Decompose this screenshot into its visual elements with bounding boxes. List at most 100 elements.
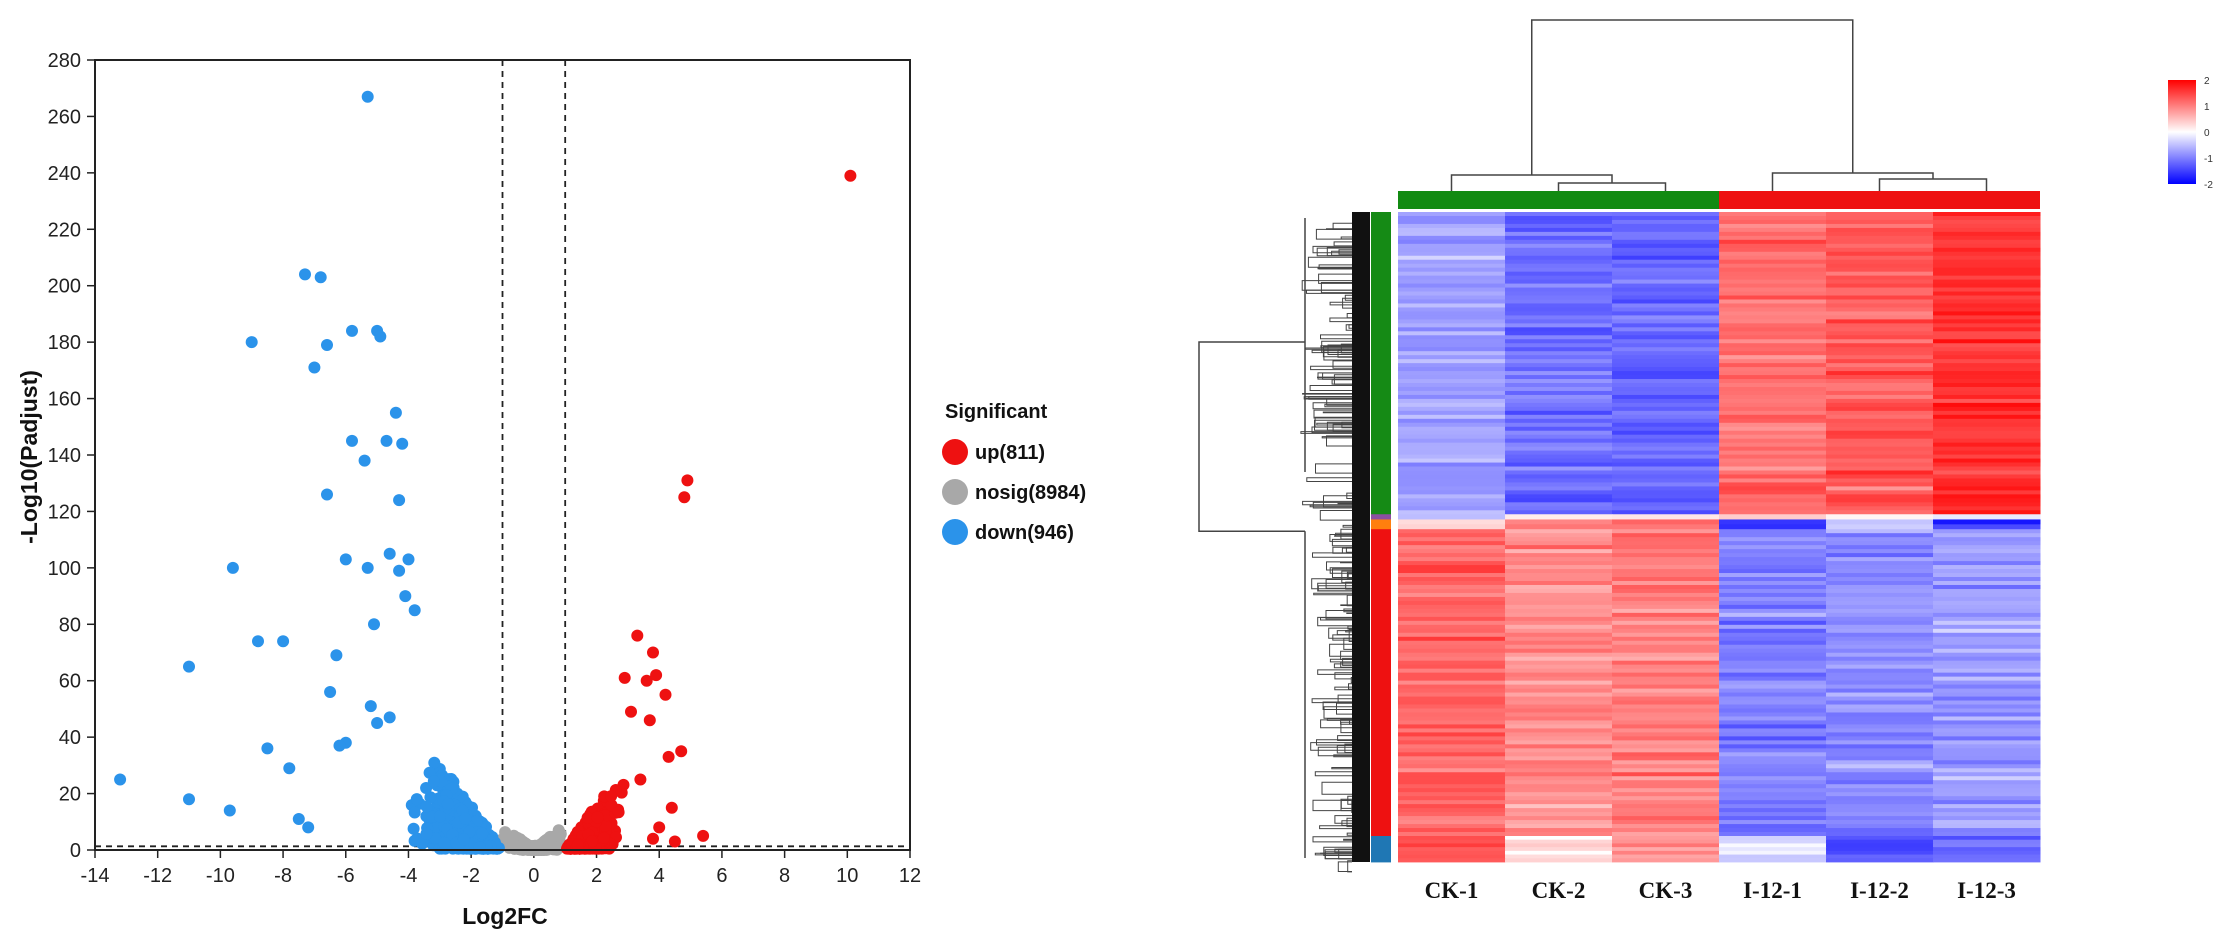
down-point: [368, 618, 380, 631]
heatmap-cell: [1719, 812, 1827, 817]
heatmap-cell: [1505, 704, 1613, 709]
heatmap-cell: [1505, 494, 1613, 499]
nosig-point: [529, 840, 542, 853]
heatmap-cell: [1398, 768, 1506, 773]
heatmap-cell: [1933, 656, 2041, 662]
heatmap-cell: [1398, 788, 1506, 793]
row-dendro-root: [1198, 341, 1305, 532]
heatmap-cell: [1398, 529, 1506, 534]
row-dendro-branch: [1342, 657, 1352, 666]
x-tick-label: -12: [143, 865, 172, 887]
heatmap-cell: [1826, 764, 1934, 769]
heatmap-cell: [1398, 367, 1506, 372]
up-point: [643, 714, 656, 727]
row-dendro-branch: [1348, 629, 1352, 642]
heatmap-cell: [1505, 470, 1613, 475]
row-dendro-branch: [1350, 677, 1352, 684]
heatmap-cell: [1933, 752, 2041, 757]
row-dendro-branch: [1334, 672, 1352, 680]
heatmap-cell: [1826, 553, 1934, 558]
heatmap-cell: [1612, 347, 1720, 352]
heatmap-cell: [1505, 616, 1613, 622]
heatmap-cell: [1398, 660, 1506, 666]
heatmap-cell: [1612, 553, 1720, 558]
heatmap-cell: [1505, 383, 1613, 388]
down-point: [441, 798, 454, 811]
heatmap-cell: [1933, 716, 2041, 721]
heatmap-cell: [1719, 756, 1827, 761]
heatmap-cell: [1398, 343, 1506, 348]
heatmap-cell: [1398, 259, 1506, 265]
heatmap-cell: [1398, 223, 1506, 229]
heatmap-cell: [1719, 454, 1827, 459]
up-point: [585, 835, 598, 848]
down-point: [302, 821, 315, 834]
heatmap-cell: [1826, 287, 1934, 292]
heatmap-cell: [1826, 584, 1934, 590]
down-point: [416, 837, 429, 850]
heatmap-cell: [1933, 780, 2041, 785]
heatmap-cell: [1933, 760, 2041, 765]
heatmap-cell: [1398, 752, 1506, 757]
heatmap-cell: [1933, 545, 2041, 550]
heatmap-cell: [1612, 462, 1720, 467]
row-dendro-branch: [1322, 701, 1352, 710]
heatmap-cell: [1505, 323, 1613, 328]
heatmap-cell: [1612, 430, 1720, 436]
x-tick-label: 2: [591, 865, 602, 887]
heatmap-cell: [1719, 247, 1827, 253]
heatmap-cell: [1398, 247, 1506, 253]
heatmap-cell: [1933, 462, 2041, 467]
down-point: [333, 739, 346, 752]
heatmap-cell: [1505, 628, 1613, 634]
heatmap-cell: [1933, 223, 2041, 229]
heatmap-cell: [1612, 732, 1720, 737]
heatmap-cell: [1826, 347, 1934, 352]
heatmap-cell: [1398, 847, 1506, 852]
heatmap-cell: [1933, 394, 2041, 400]
heatmap-cell: [1398, 796, 1506, 801]
heatmap-cell: [1398, 824, 1506, 829]
heatmap-cell: [1933, 839, 2041, 844]
row-leaf-strip: [1352, 212, 1370, 862]
heatmap-cell: [1612, 656, 1720, 662]
heatmap-cell: [1933, 581, 2041, 586]
heatmap-cell: [1719, 367, 1827, 372]
heatmap-cell: [1826, 549, 1934, 554]
heatmap-cell: [1612, 307, 1720, 312]
heatmap-cell: [1398, 740, 1506, 745]
heatmap-cell: [1719, 359, 1827, 364]
heatmap-cell: [1505, 319, 1613, 324]
heatmap-cell: [1398, 784, 1506, 789]
heatmap-cell: [1612, 565, 1720, 570]
heatmap-cell: [1719, 239, 1827, 245]
heatmap-cell: [1826, 299, 1934, 304]
row-dendro-branch: [1320, 282, 1352, 294]
heatmap-cell: [1612, 446, 1720, 452]
heatmap-cell: [1826, 569, 1934, 574]
down-point: [410, 793, 423, 806]
row-dendro-branch: [1342, 297, 1352, 309]
row-dendro-branch: [1341, 570, 1352, 584]
heatmap-cell: [1612, 592, 1720, 598]
heatmap-cell: [1505, 632, 1613, 638]
heatmap-cell: [1933, 764, 2041, 769]
heatmap-cell: [1933, 732, 2041, 737]
heatmap-cell: [1398, 291, 1506, 296]
heatmap-cell: [1398, 315, 1506, 320]
row-dendro-branch: [1345, 324, 1352, 331]
heatmap-cell: [1933, 335, 2041, 340]
heatmap-cell: [1612, 510, 1720, 515]
heatmap-cell: [1505, 684, 1613, 689]
heatmap-cell: [1719, 537, 1827, 542]
heatmap-cell: [1398, 708, 1506, 713]
heatmap-cell: [1719, 438, 1827, 444]
heatmap-cell: [1719, 283, 1827, 288]
heatmap-cell: [1398, 486, 1506, 491]
heatmap-cell: [1612, 545, 1720, 550]
heatmap-cell: [1505, 839, 1613, 844]
heatmap-cell: [1398, 596, 1506, 602]
heatmap-cell: [1719, 549, 1827, 554]
row-dendro-branch: [1312, 245, 1352, 254]
heatmap-cell: [1612, 283, 1720, 288]
